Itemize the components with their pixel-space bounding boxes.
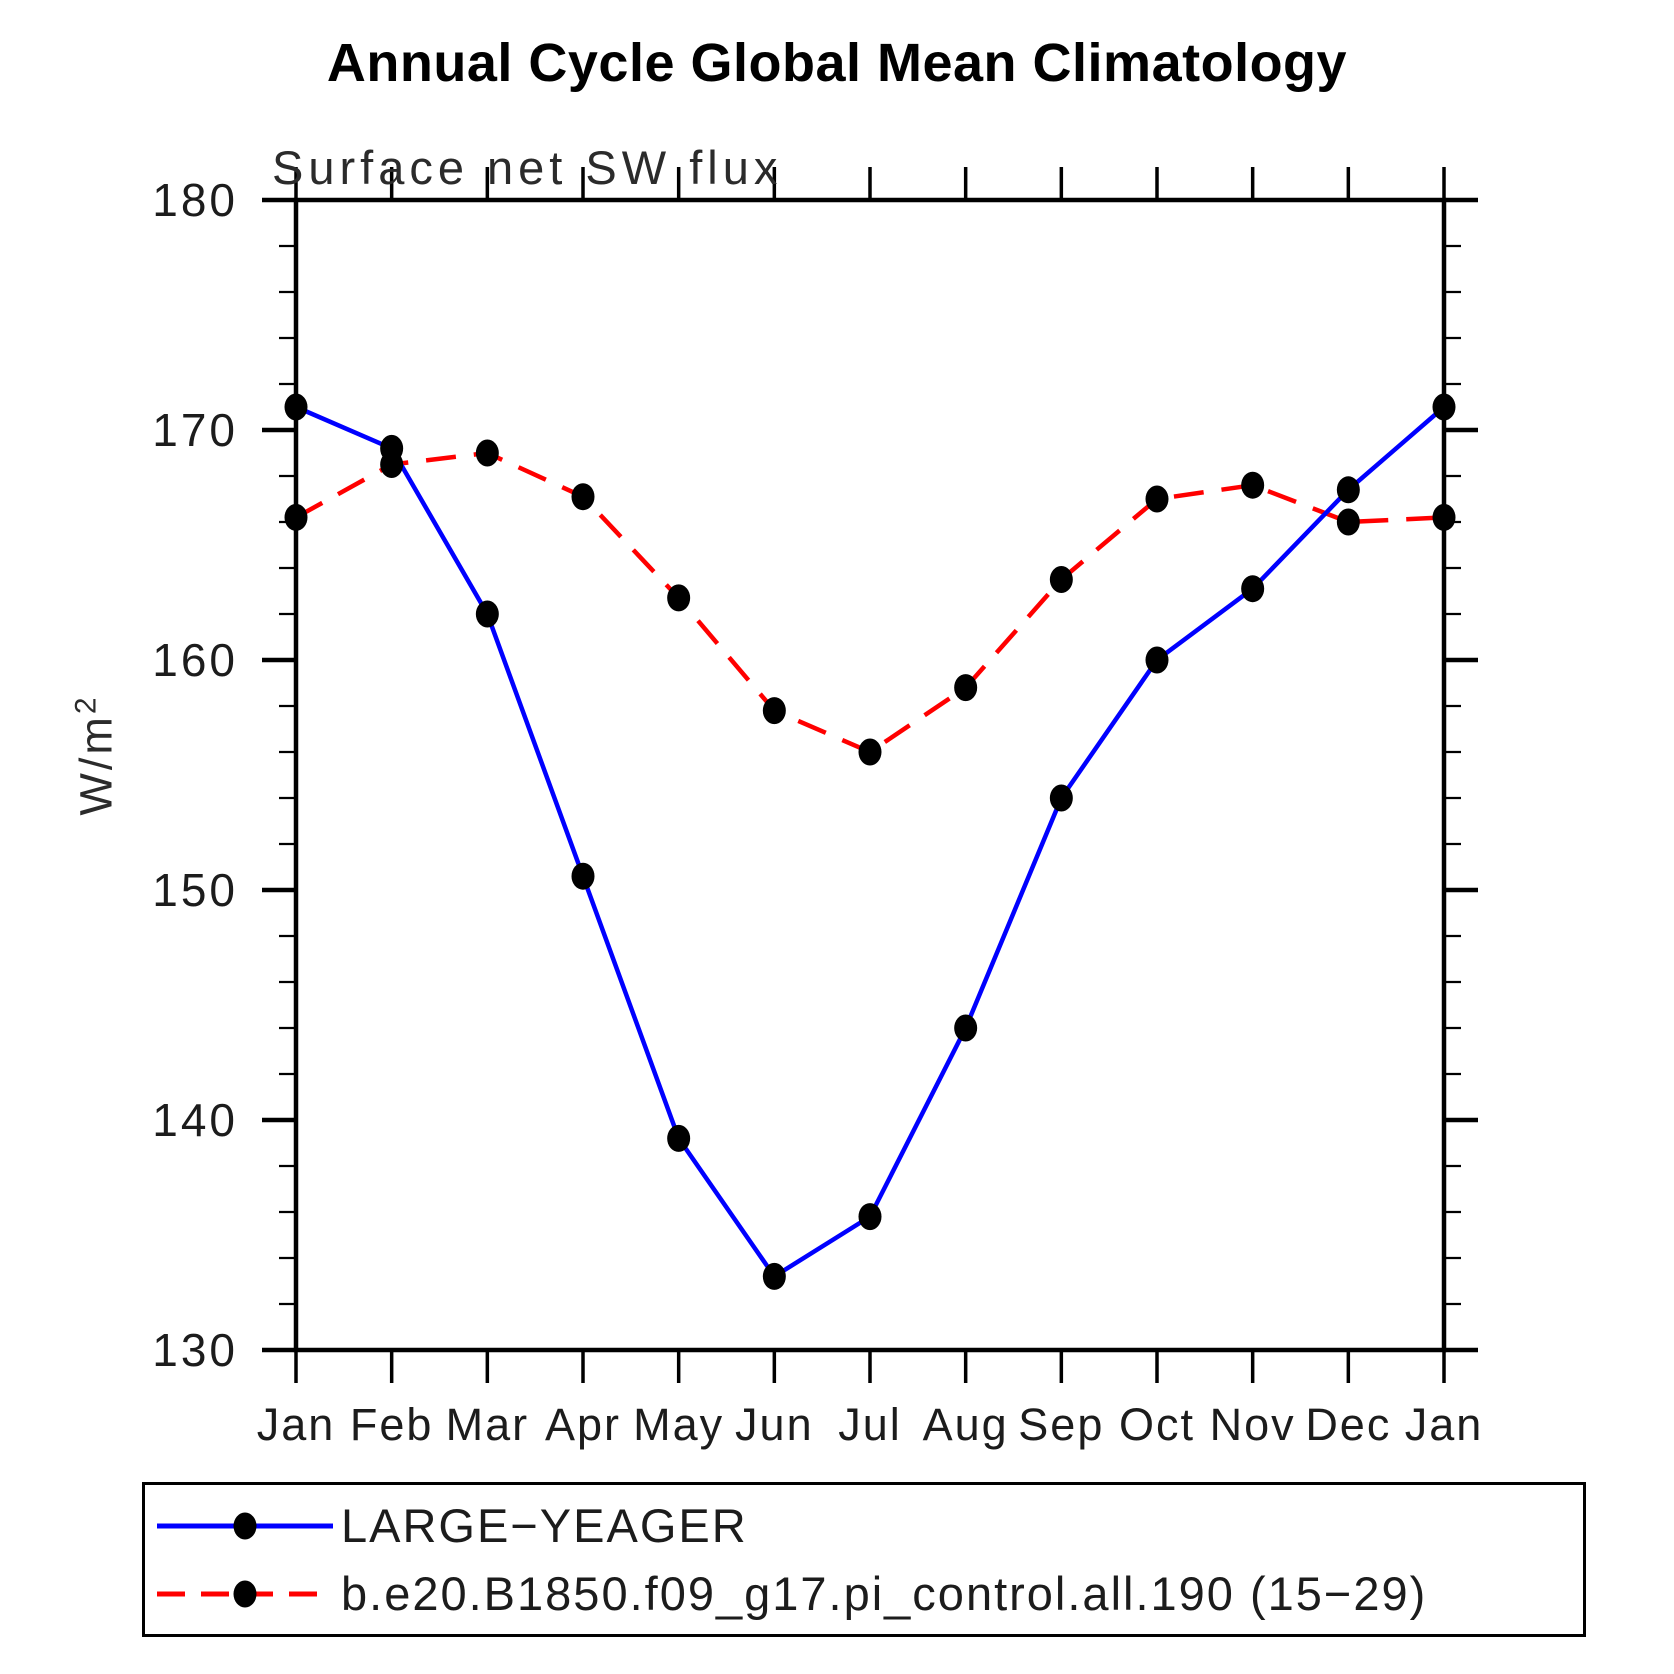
data-point <box>1145 485 1169 513</box>
x-tick-label: Aug <box>923 1399 1009 1450</box>
series-markers-1 <box>284 439 1456 766</box>
legend-marker-dot <box>233 1580 257 1607</box>
data-point <box>762 697 786 725</box>
y-tick-label: 170 <box>152 404 238 456</box>
data-point <box>571 862 595 890</box>
x-tick-label: Apr <box>545 1399 621 1450</box>
x-axis-ticks <box>294 167 1446 1383</box>
data-point <box>284 393 308 421</box>
data-point <box>571 483 595 511</box>
data-point <box>1049 566 1073 593</box>
series-markers-0 <box>284 393 1456 1290</box>
y-axis-label: W/m2 <box>70 694 123 815</box>
data-point <box>1336 476 1360 504</box>
x-tick-label: Feb <box>350 1399 434 1450</box>
plot-box <box>293 197 1447 1353</box>
legend-swatch-solid-line <box>157 1512 333 1539</box>
data-point <box>1241 575 1265 603</box>
legend-box: LARGE−YEAGER b.e20.B1850.f09_g17.pi_cont… <box>142 1482 1586 1637</box>
data-point <box>1049 784 1073 812</box>
y-axis-minor-ticks <box>279 244 1461 1306</box>
x-tick-label: Jan <box>257 1399 336 1450</box>
y-tick-label: 180 <box>152 174 238 226</box>
y-tick-label: 150 <box>152 864 238 916</box>
data-point <box>475 600 499 628</box>
data-point <box>475 439 499 467</box>
legend-item-pi-control: b.e20.B1850.f09_g17.pi_control.all.190 (… <box>155 1566 1583 1621</box>
data-point <box>667 584 691 612</box>
x-tick-label: Nov <box>1210 1399 1296 1450</box>
legend-label: b.e20.B1850.f09_g17.pi_control.all.190 (… <box>341 1567 1428 1620</box>
y-axis-label-base: W/m <box>70 714 122 816</box>
x-tick-label: Jul <box>838 1399 902 1450</box>
legend-item-large-yeager: LARGE−YEAGER <box>155 1498 1583 1553</box>
data-point <box>1241 471 1265 499</box>
data-point <box>1336 508 1360 536</box>
data-point <box>284 503 308 531</box>
y-axis-label-exponent: 2 <box>69 694 103 715</box>
y-tick-label: 130 <box>152 1324 238 1376</box>
y-axis-tick-labels: 130 140 150 160 170 180 <box>152 174 238 1376</box>
data-point <box>380 434 404 462</box>
x-tick-label: May <box>633 1399 724 1450</box>
legend-marker-dot <box>233 1512 257 1539</box>
x-tick-label: Jan <box>1405 1399 1484 1450</box>
legend-swatch-dashed-line <box>157 1580 333 1607</box>
y-tick-label: 140 <box>152 1094 238 1146</box>
data-point <box>858 738 882 766</box>
data-point <box>954 1014 978 1042</box>
x-tick-label: Jun <box>735 1399 814 1450</box>
x-axis-tick-labels: Jan Feb Mar Apr May Jun Jul Aug Sep Oct Nov Dec Jan <box>257 1399 1484 1450</box>
data-point <box>858 1203 882 1231</box>
series-line-1 <box>294 450 1445 755</box>
chart-title: Annual Cycle Global Mean Climatology <box>326 33 1348 93</box>
series-line-0 <box>295 404 1446 1280</box>
data-point <box>667 1124 691 1152</box>
data-point <box>762 1262 786 1290</box>
y-axis-major-ticks <box>262 197 1478 1353</box>
data-point <box>1145 646 1169 674</box>
x-tick-label: Sep <box>1018 1399 1104 1450</box>
y-tick-label: 160 <box>152 634 238 686</box>
data-point <box>1432 393 1456 421</box>
chart-subtitle: Surface net SW flux <box>272 141 783 194</box>
legend-label: LARGE−YEAGER <box>341 1499 748 1552</box>
x-tick-label: Oct <box>1119 1399 1195 1450</box>
x-tick-label: Dec <box>1305 1399 1391 1450</box>
data-point <box>954 674 978 702</box>
data-point <box>1432 503 1456 531</box>
x-tick-label: Mar <box>446 1399 530 1450</box>
